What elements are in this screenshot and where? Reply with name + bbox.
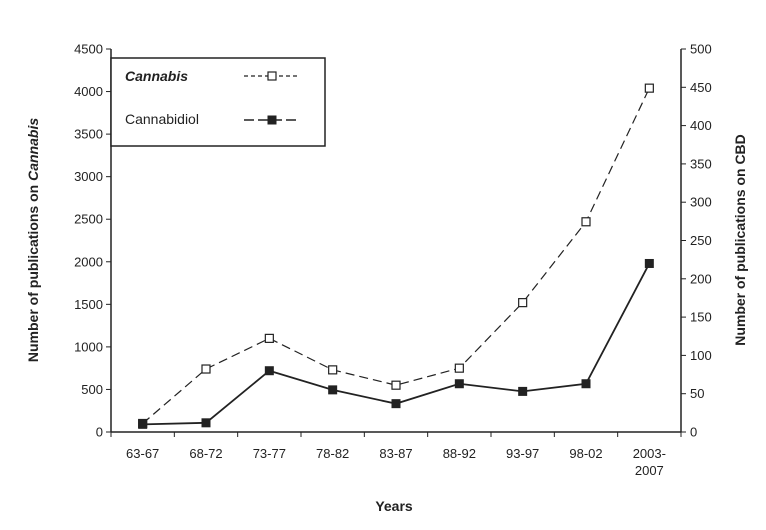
series-cannabidiol-point [328, 385, 338, 395]
x-tick-label: 68-72 [189, 446, 222, 461]
x-tick-label-line: 68-72 [189, 446, 222, 461]
right-tick-label: 350 [690, 156, 712, 171]
right-axis-title: Number of publications on CBD [732, 134, 748, 346]
left-tick-label: 3000 [74, 169, 103, 184]
left-axis-title-main: Number of publications on [25, 181, 41, 362]
left-tick-label: 1500 [74, 297, 103, 312]
series-cannabis-point [328, 365, 338, 375]
legend-label-cannabidiol: Cannabidiol [125, 111, 199, 127]
x-tick-label-line: 88-92 [443, 446, 476, 461]
left-tick-label: 4000 [74, 84, 103, 99]
right-tick-label: 50 [690, 386, 704, 401]
series-cannabis-point [391, 380, 401, 390]
x-tick-label: 63-67 [126, 446, 159, 461]
left-tick-label: 2500 [74, 212, 103, 227]
x-tick-label-line: 73-77 [253, 446, 286, 461]
series-cannabidiol-point [201, 418, 211, 428]
series-cannabis-point [201, 364, 211, 374]
left-axis-ticks: 0 500 1000 1500 2000 2500 3000 3500 4000 4500 [74, 42, 111, 440]
left-tick-label: 500 [81, 382, 103, 397]
x-tick-label-line: 98-02 [569, 446, 602, 461]
left-axis-title-italic: Cannabis [25, 118, 41, 181]
right-tick-label: 400 [690, 118, 712, 133]
x-tick-label: 88-92 [443, 446, 476, 461]
series-cannabis-point [644, 83, 654, 93]
series-cannabis-line [142, 87, 650, 424]
x-tick-label: 93-97 [506, 446, 539, 461]
series-cannabidiol-point [138, 419, 148, 429]
x-axis-ticks: 63-67 68-72 73-77 78-82 83-87 88-92 93-97 98-02… [110, 432, 682, 478]
right-tick-label: 300 [690, 195, 712, 210]
x-axis-title: Years [375, 498, 413, 514]
left-tick-label: 0 [96, 425, 103, 440]
x-tick-label: 83-87 [379, 446, 412, 461]
series-cannabidiol-point [581, 379, 591, 389]
x-tick-label: 98-02 [569, 446, 602, 461]
series-cannabidiol-point [391, 399, 401, 409]
right-axis-ticks: 0 50 100 150 200 250 300 350 400 450 500 [681, 42, 712, 440]
x-tick-label-line: 78-82 [316, 446, 349, 461]
x-tick-label-line: 2007 [635, 463, 664, 478]
series-cannabidiol-point [264, 366, 274, 376]
right-tick-label: 100 [690, 348, 712, 363]
right-tick-label: 200 [690, 271, 712, 286]
legend: Cannabis Cannabidiol [110, 57, 326, 147]
x-tick-label-line: 2003- [633, 446, 666, 461]
legend-label-cannabis: Cannabis [125, 68, 188, 84]
x-tick-label: 2003- 2007 [633, 446, 666, 478]
right-tick-label: 500 [690, 42, 712, 57]
series-layer [138, 83, 654, 429]
x-tick-label: 73-77 [253, 446, 286, 461]
series-cannabidiol-point [454, 379, 464, 389]
right-tick-label: 150 [690, 310, 712, 325]
legend-marker-cannabis [267, 71, 277, 81]
x-tick-label: 78-82 [316, 446, 349, 461]
right-tick-label: 250 [690, 233, 712, 248]
right-tick-label: 0 [690, 425, 697, 440]
series-cannabidiol-point [518, 386, 528, 396]
series-cannabis-point [581, 217, 591, 227]
series-cannabis-point [264, 333, 274, 343]
left-axis-title: Number of publications on Cannabis [25, 118, 41, 362]
series-cannabis-point [454, 363, 464, 373]
series-cannabidiol-point [644, 258, 654, 268]
x-tick-label-line: 63-67 [126, 446, 159, 461]
right-tick-label: 450 [690, 80, 712, 95]
left-tick-label: 2000 [74, 254, 103, 269]
x-tick-label-line: 83-87 [379, 446, 412, 461]
series-cannabis-point [518, 298, 528, 308]
left-tick-label: 1000 [74, 339, 103, 354]
left-tick-label: 4500 [74, 42, 103, 57]
legend-marker-cannabidiol [267, 115, 277, 125]
legend-box [110, 57, 326, 147]
x-tick-label-line: 93-97 [506, 446, 539, 461]
left-tick-label: 3500 [74, 127, 103, 142]
